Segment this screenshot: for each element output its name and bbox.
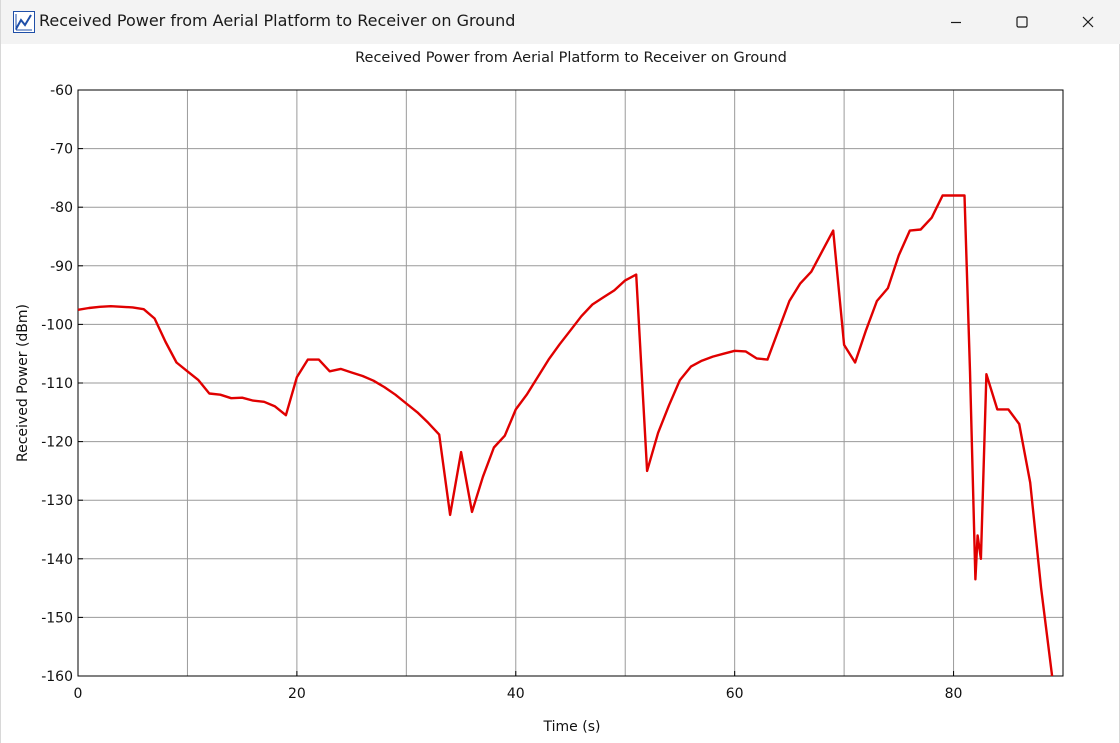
y-tick-label: -130	[41, 493, 73, 509]
minimize-icon	[951, 21, 961, 24]
maximize-button[interactable]	[989, 0, 1055, 44]
series-line	[77, 194, 1054, 677]
x-tick-label: 20	[288, 686, 306, 702]
x-tick-label: 40	[507, 686, 525, 702]
y-tick-label: -160	[41, 669, 73, 685]
close-button[interactable]	[1055, 0, 1120, 44]
x-tick-label: 0	[74, 686, 83, 702]
matlab-figure-icon	[13, 11, 35, 33]
y-tick-label: -150	[41, 610, 73, 626]
data-series	[77, 194, 1054, 677]
title-bar[interactable]: Received Power from Aerial Platform to R…	[1, 0, 1120, 44]
grid	[78, 90, 1063, 676]
y-tick-label: -90	[50, 259, 73, 275]
chart-title: Received Power from Aerial Platform to R…	[355, 50, 787, 66]
y-tick-label: -80	[50, 200, 73, 216]
x-axis-label: Time (s)	[543, 719, 601, 735]
y-tick-label: -140	[41, 552, 73, 568]
close-icon	[1082, 16, 1094, 28]
y-tick-label: -60	[50, 83, 73, 99]
minimize-button[interactable]	[923, 0, 989, 44]
y-axis-label: Received Power (dBm)	[15, 304, 31, 462]
x-tick-label: 80	[945, 686, 963, 702]
y-tick-label: -110	[41, 376, 73, 392]
x-tick-label: 60	[726, 686, 744, 702]
maximize-icon	[1016, 16, 1028, 28]
tick-labels: 0 20 40 60 80 -60 -70 -80 -90 -100 -110 -120 -130 -14…	[41, 83, 962, 702]
y-tick-label: -120	[41, 435, 73, 451]
window-title: Received Power from Aerial Platform to R…	[39, 11, 516, 30]
y-tick-label: -100	[41, 317, 73, 333]
y-tick-label: -70	[50, 142, 73, 158]
